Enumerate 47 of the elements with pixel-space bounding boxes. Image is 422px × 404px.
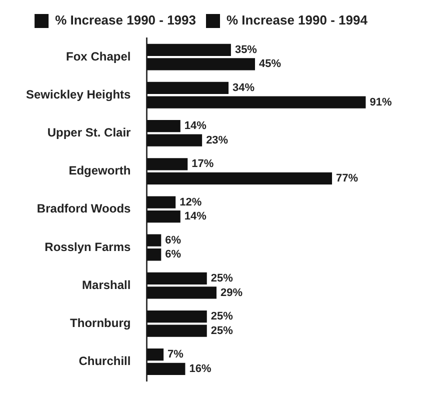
y-tick-label: Churchill — [78, 354, 131, 368]
data-label: 6% — [165, 234, 182, 246]
data-label: 77% — [336, 172, 358, 184]
bar — [146, 134, 202, 146]
data-label: 45% — [259, 58, 282, 70]
data-label: 29% — [220, 286, 243, 299]
data-label: 25% — [210, 324, 234, 337]
bar — [146, 158, 188, 170]
y-tick-label: Sewickley Heights — [26, 87, 132, 102]
legend-label: % Increase 1990 - 1994 — [226, 12, 368, 28]
data-label: 35% — [234, 44, 258, 56]
data-label: 91% — [370, 96, 392, 108]
bar — [146, 310, 207, 323]
bar — [146, 120, 180, 132]
data-label: 16% — [189, 362, 212, 375]
bar — [146, 286, 217, 299]
data-label: 14% — [184, 210, 207, 223]
y-tick-label: Edgeworth — [68, 164, 131, 178]
y-tick-label: Upper St. Clair — [47, 126, 132, 140]
bar — [146, 234, 162, 246]
bar — [146, 362, 186, 375]
bar — [146, 248, 162, 261]
data-label: 34% — [232, 82, 255, 94]
data-label: 25% — [210, 272, 234, 284]
bar — [146, 210, 180, 223]
y-tick-label: Marshall — [82, 278, 131, 292]
y-tick-label: Rosslyn Farms — [44, 240, 132, 254]
data-label: 25% — [210, 310, 234, 323]
bar — [146, 348, 164, 361]
bar — [146, 82, 229, 94]
bar — [146, 196, 176, 208]
bar — [146, 272, 207, 285]
data-label: 7% — [168, 348, 184, 361]
y-tick-label: Fox Chapel — [66, 49, 131, 64]
y-tick-label: Bradford Woods — [36, 202, 132, 216]
data-label: 14% — [184, 120, 207, 132]
bar — [146, 44, 231, 56]
bar — [146, 324, 207, 337]
data-label: 17% — [192, 158, 214, 170]
y-tick-label: Thornburg — [70, 316, 131, 330]
bar — [146, 58, 256, 70]
bar — [146, 172, 332, 185]
data-label: 23% — [206, 134, 228, 146]
legend-label: % Increase 1990 - 1993 — [55, 12, 196, 28]
data-label: 6% — [165, 248, 182, 261]
data-label: 12% — [180, 196, 202, 208]
bar — [146, 96, 366, 108]
